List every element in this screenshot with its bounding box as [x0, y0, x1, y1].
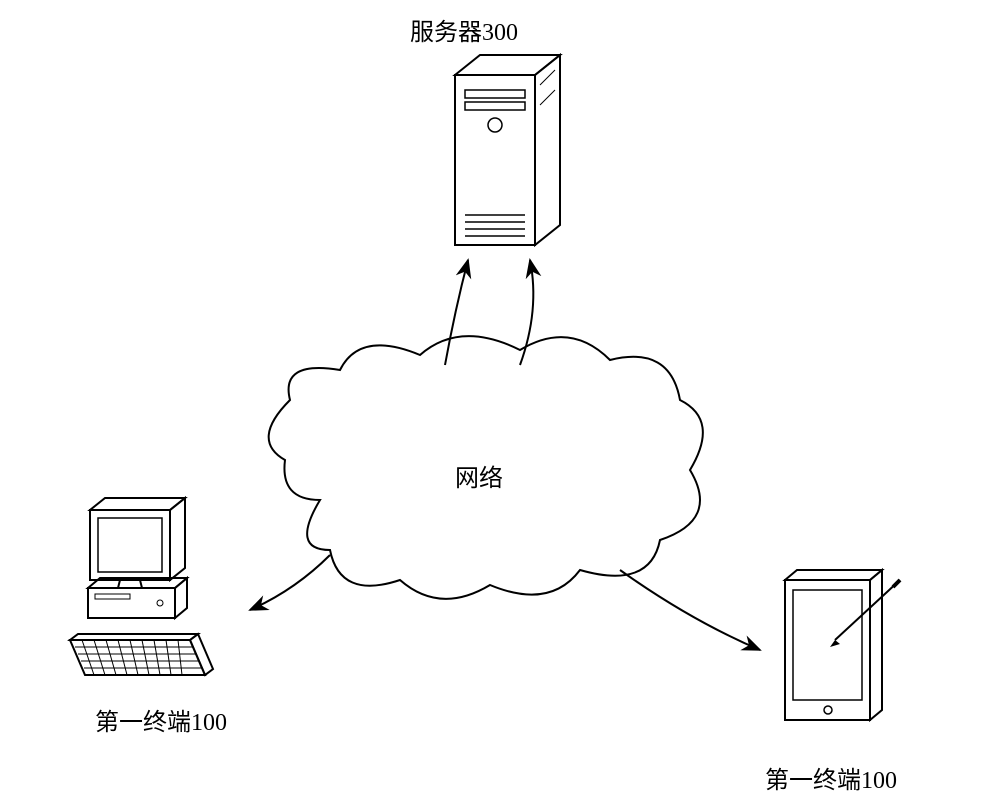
edges	[250, 260, 760, 650]
diagram-canvas: 服务器300 网络 第一终端100 第一终端100	[0, 0, 1000, 800]
tablet-icon	[785, 570, 900, 720]
server-label: 服务器300	[410, 12, 518, 47]
desktop-pc-icon	[70, 498, 213, 675]
edge	[620, 570, 760, 650]
server-icon	[455, 55, 560, 245]
edge	[445, 260, 468, 365]
cloud-label: 网络	[455, 458, 503, 493]
edge	[250, 555, 330, 610]
terminal-right-label: 第一终端100	[765, 760, 897, 795]
terminal-left-label: 第一终端100	[95, 702, 227, 737]
diagram-svg	[0, 0, 1000, 800]
